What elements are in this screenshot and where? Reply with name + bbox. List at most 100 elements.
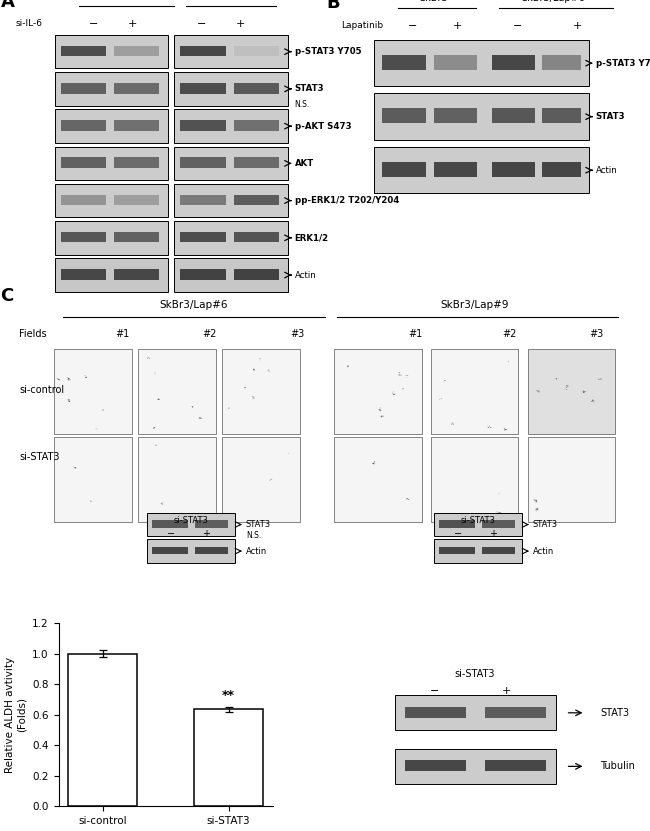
- FancyBboxPatch shape: [151, 520, 188, 528]
- FancyBboxPatch shape: [405, 706, 466, 718]
- FancyBboxPatch shape: [55, 35, 168, 68]
- FancyBboxPatch shape: [138, 349, 216, 434]
- Text: #1: #1: [408, 329, 422, 339]
- Text: C: C: [1, 288, 14, 305]
- FancyBboxPatch shape: [334, 349, 422, 434]
- FancyBboxPatch shape: [180, 194, 226, 205]
- Text: +: +: [235, 19, 245, 29]
- FancyBboxPatch shape: [180, 269, 226, 280]
- Text: +: +: [489, 529, 497, 538]
- FancyBboxPatch shape: [233, 269, 279, 280]
- Text: ERK1/2: ERK1/2: [294, 234, 329, 243]
- FancyBboxPatch shape: [55, 110, 168, 143]
- Text: STAT3: STAT3: [533, 520, 558, 529]
- FancyBboxPatch shape: [492, 108, 536, 123]
- FancyBboxPatch shape: [174, 110, 288, 143]
- FancyBboxPatch shape: [114, 232, 159, 243]
- Text: p-STAT3 Y705: p-STAT3 Y705: [596, 59, 650, 67]
- Text: Lapatinib: Lapatinib: [341, 22, 383, 31]
- FancyBboxPatch shape: [55, 146, 168, 180]
- FancyBboxPatch shape: [434, 539, 521, 563]
- FancyBboxPatch shape: [174, 184, 288, 217]
- FancyBboxPatch shape: [114, 194, 159, 205]
- Text: SkBr3/Lap#6: SkBr3/Lap#6: [160, 301, 228, 311]
- Text: si-STAT3: si-STAT3: [20, 452, 60, 462]
- FancyBboxPatch shape: [492, 55, 536, 70]
- FancyBboxPatch shape: [405, 760, 466, 771]
- Text: Tubulin: Tubulin: [600, 761, 635, 771]
- FancyBboxPatch shape: [482, 520, 515, 528]
- Text: #1: #1: [115, 329, 129, 339]
- FancyBboxPatch shape: [174, 146, 288, 180]
- Text: −: −: [197, 19, 206, 29]
- FancyBboxPatch shape: [180, 46, 226, 57]
- Text: SkBr3: SkBr3: [419, 0, 448, 2]
- Bar: [194, 710, 263, 806]
- FancyBboxPatch shape: [233, 157, 279, 168]
- FancyBboxPatch shape: [374, 40, 589, 86]
- FancyBboxPatch shape: [53, 437, 131, 522]
- FancyBboxPatch shape: [60, 232, 106, 243]
- Text: Actin: Actin: [533, 547, 554, 556]
- Text: STAT3: STAT3: [246, 520, 271, 529]
- FancyBboxPatch shape: [528, 437, 615, 522]
- FancyBboxPatch shape: [195, 547, 228, 554]
- FancyBboxPatch shape: [233, 83, 279, 94]
- Text: +: +: [128, 19, 137, 29]
- FancyBboxPatch shape: [434, 55, 477, 70]
- Text: B: B: [326, 0, 340, 12]
- FancyBboxPatch shape: [233, 194, 279, 205]
- Text: #3: #3: [290, 329, 304, 339]
- FancyBboxPatch shape: [55, 258, 168, 292]
- FancyBboxPatch shape: [180, 83, 226, 94]
- Text: AKT: AKT: [294, 159, 314, 168]
- FancyBboxPatch shape: [439, 520, 475, 528]
- Text: #2: #2: [502, 329, 516, 339]
- FancyBboxPatch shape: [114, 269, 159, 280]
- FancyBboxPatch shape: [434, 513, 521, 537]
- FancyBboxPatch shape: [233, 232, 279, 243]
- FancyBboxPatch shape: [485, 760, 546, 771]
- FancyBboxPatch shape: [60, 120, 106, 130]
- FancyBboxPatch shape: [147, 513, 235, 537]
- FancyBboxPatch shape: [482, 547, 515, 554]
- FancyBboxPatch shape: [431, 437, 519, 522]
- FancyBboxPatch shape: [174, 258, 288, 292]
- Text: si-STAT3: si-STAT3: [454, 669, 495, 679]
- Text: SkBr3/Lap#6: SkBr3/Lap#6: [521, 0, 585, 2]
- Text: Actin: Actin: [246, 547, 267, 556]
- FancyBboxPatch shape: [382, 162, 426, 177]
- FancyBboxPatch shape: [55, 72, 168, 106]
- Text: STAT3: STAT3: [294, 85, 324, 93]
- Text: −: −: [454, 529, 462, 538]
- Text: −: −: [89, 19, 98, 29]
- FancyBboxPatch shape: [53, 349, 131, 434]
- Y-axis label: Relative ALDH avtivity
(Folds): Relative ALDH avtivity (Folds): [5, 656, 27, 773]
- Text: −: −: [430, 686, 439, 696]
- Text: +: +: [502, 686, 511, 696]
- Text: p-AKT S473: p-AKT S473: [294, 121, 351, 130]
- Text: N.S.: N.S.: [294, 101, 310, 110]
- Text: −: −: [513, 21, 522, 31]
- Text: STAT3: STAT3: [600, 708, 629, 718]
- FancyBboxPatch shape: [222, 437, 300, 522]
- Text: SkBr3/Lap#9: SkBr3/Lap#9: [441, 301, 509, 311]
- Text: **: **: [222, 689, 235, 701]
- FancyBboxPatch shape: [395, 749, 556, 784]
- FancyBboxPatch shape: [180, 157, 226, 168]
- FancyBboxPatch shape: [60, 269, 106, 280]
- Text: Actin: Actin: [294, 271, 317, 279]
- FancyBboxPatch shape: [180, 120, 226, 130]
- Text: +: +: [453, 21, 462, 31]
- Text: +: +: [573, 21, 582, 31]
- FancyBboxPatch shape: [542, 108, 580, 123]
- FancyBboxPatch shape: [60, 83, 106, 94]
- FancyBboxPatch shape: [174, 72, 288, 106]
- FancyBboxPatch shape: [55, 221, 168, 254]
- FancyBboxPatch shape: [114, 120, 159, 130]
- FancyBboxPatch shape: [195, 520, 228, 528]
- FancyBboxPatch shape: [382, 55, 426, 70]
- FancyBboxPatch shape: [147, 539, 235, 563]
- FancyBboxPatch shape: [492, 162, 536, 177]
- FancyBboxPatch shape: [374, 93, 589, 140]
